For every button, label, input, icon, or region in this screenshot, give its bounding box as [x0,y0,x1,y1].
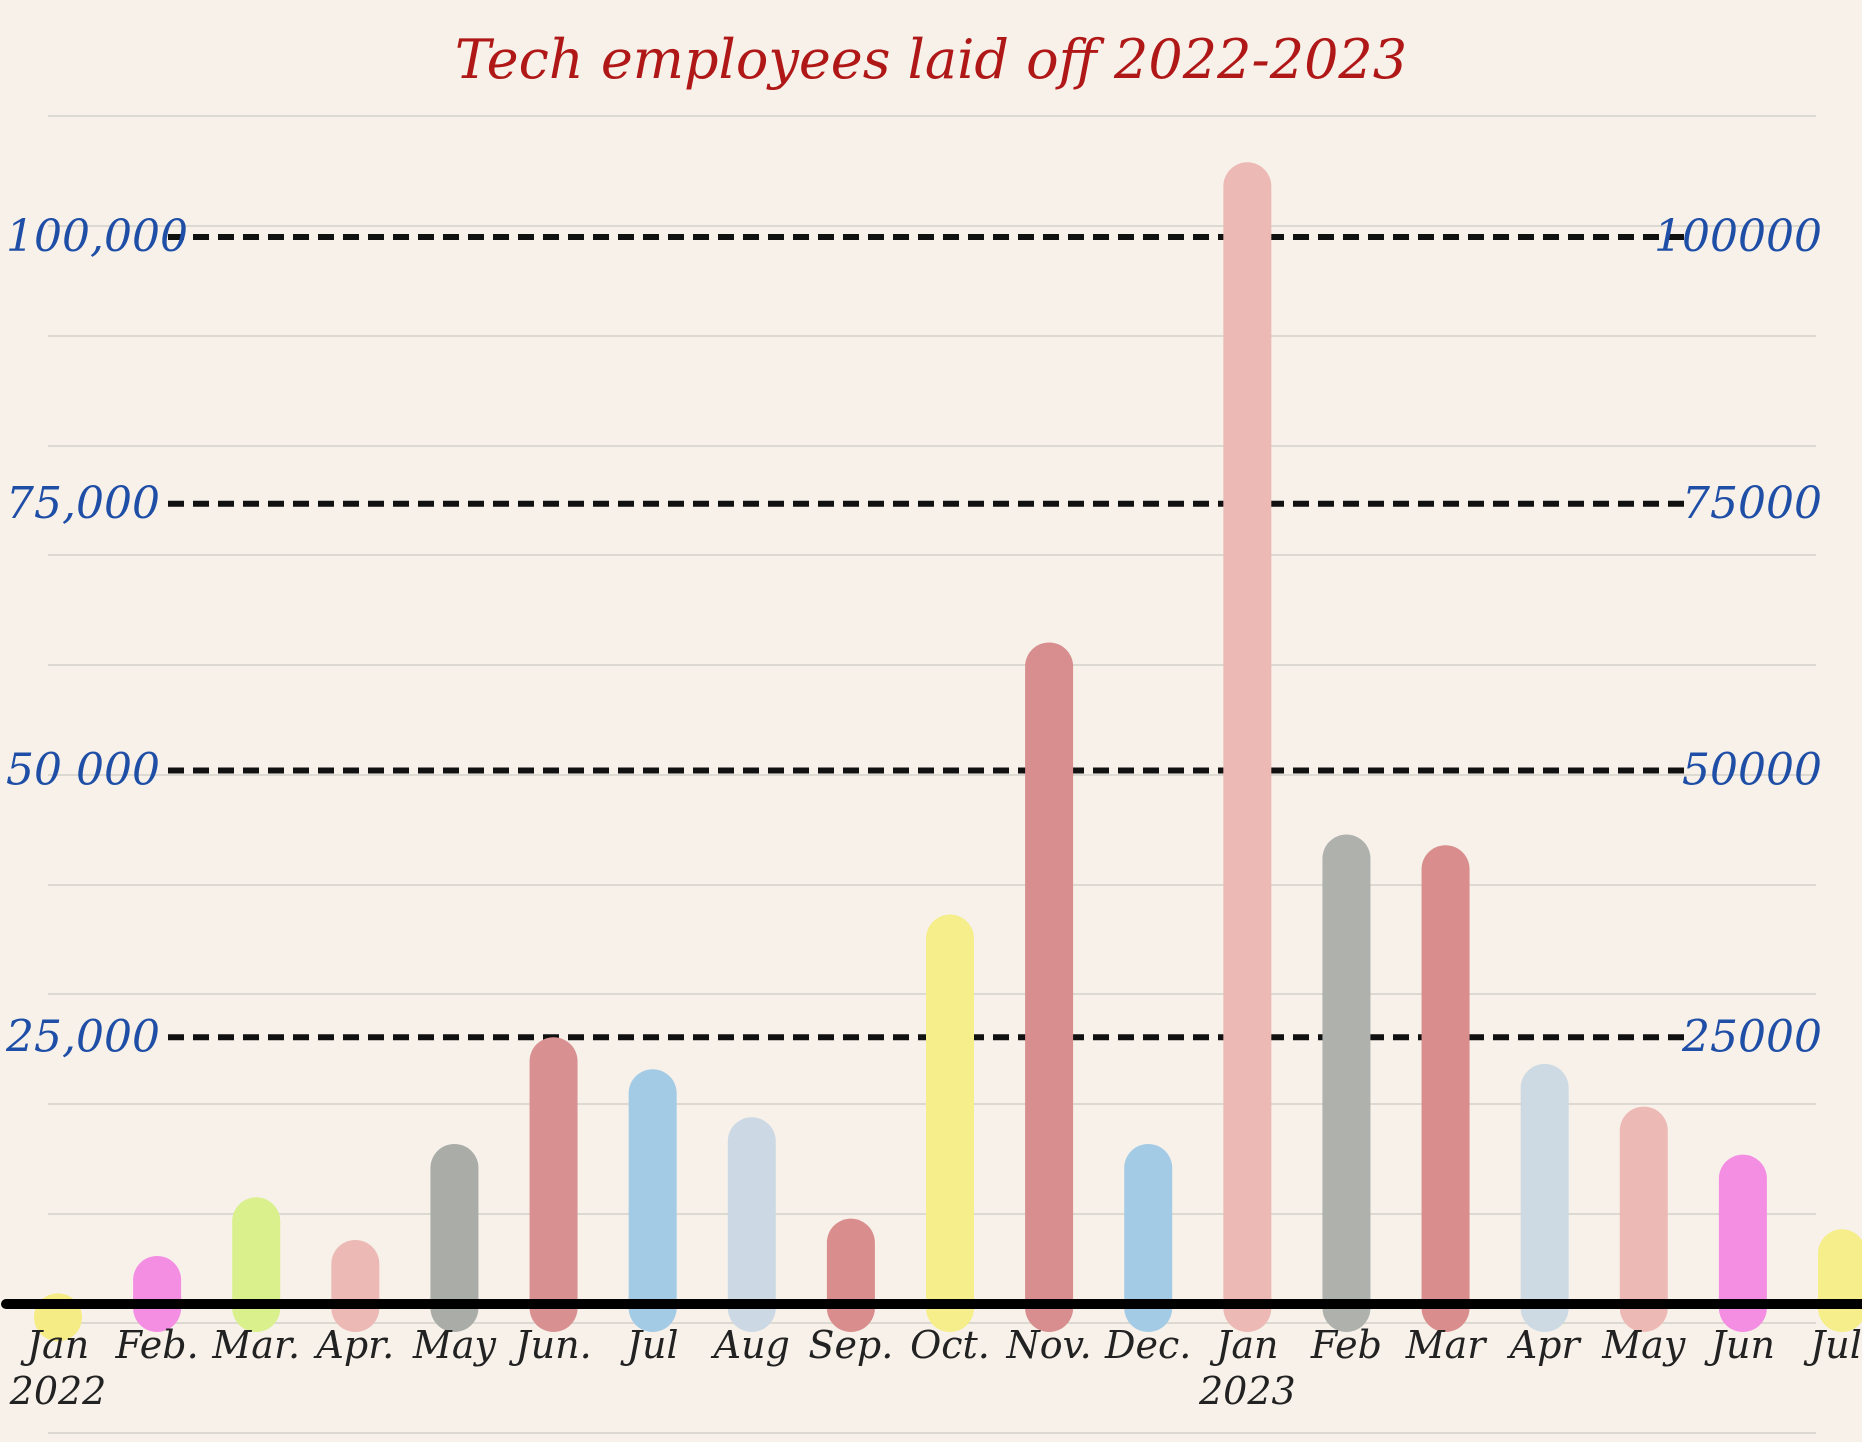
x-tick-15: Apr [1507,1323,1583,1367]
y-tick-left-3: 100,000 [6,211,188,262]
x-tick-7: Aug [711,1323,790,1367]
bar-10 [1025,642,1074,1332]
y-tick-right-0: 25000 [1681,1011,1822,1062]
x-tick-8: Sep. [808,1323,893,1367]
x-tick-13: Feb [1310,1323,1382,1367]
bar-12 [1223,162,1272,1332]
x-tick-17: Jun [1704,1323,1775,1367]
x-tick-14: Mar [1405,1323,1489,1367]
x-tick-10: Nov. [1006,1323,1092,1367]
x-tick-5: Jun. [508,1323,591,1367]
x-tick-0: Jan 2022 [9,1323,107,1413]
bar-17 [1718,1154,1767,1332]
x-tick-16: May [1601,1323,1686,1367]
y-tick-right-1: 50000 [1682,745,1822,796]
chart-title: Tech employees laid off 2022-2023 [455,28,1407,91]
bar-11 [1124,1143,1173,1332]
bar-1 [133,1255,182,1332]
x-tick-2: Mar. [211,1323,300,1367]
y-tick-left-1: 50 000 [6,745,160,796]
bar-8 [826,1218,875,1332]
bar-2 [232,1197,281,1332]
bar-4 [430,1143,479,1332]
y-tick-labels: 25,000 50 000 75,000 100,000 25000 50000 75000… [5,211,1822,1062]
y-tick-left-0: 25,000 [5,1011,160,1062]
x-tick-4: May [412,1323,497,1367]
x-tick-12: Jan 2023 [1198,1323,1296,1413]
bars-group [34,162,1862,1342]
y-tick-right-3: 100000 [1654,211,1822,262]
bar-13 [1322,834,1371,1332]
bar-18 [1818,1229,1862,1332]
y-tick-right-2: 75000 [1682,478,1822,529]
bar-5 [529,1037,578,1332]
x-tick-11: Dec. [1104,1323,1191,1367]
x-tick-1: Feb. [115,1323,199,1367]
bar-3 [331,1239,380,1332]
y-tick-left-2: 75,000 [6,478,160,529]
x-tick-3: Apr. [313,1323,394,1367]
x-tick-6: Jul [620,1323,679,1367]
bar-15 [1520,1063,1569,1332]
bar-14 [1421,845,1470,1332]
x-tick-18: Jul. [1803,1323,1862,1367]
bar-6 [628,1069,677,1332]
bar-16 [1619,1106,1668,1332]
bar-9 [926,914,974,1332]
bar-7 [727,1117,776,1332]
x-tick-9: Oct. [910,1323,990,1367]
